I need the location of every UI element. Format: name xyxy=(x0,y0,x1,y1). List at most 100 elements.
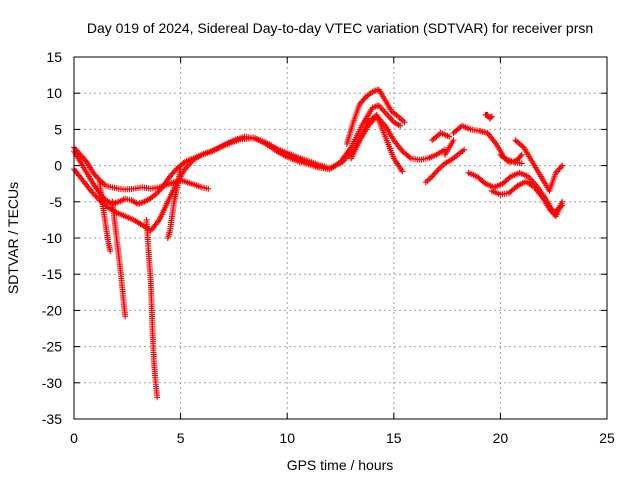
data-point xyxy=(154,394,161,401)
data-point xyxy=(386,114,393,121)
series-drop-1 xyxy=(96,177,114,255)
data-point xyxy=(518,160,525,167)
data-point xyxy=(433,169,440,176)
data-point xyxy=(552,169,559,176)
data-point xyxy=(388,116,395,123)
data-point xyxy=(450,137,457,144)
data-point xyxy=(461,146,468,153)
y-tick-label: -15 xyxy=(42,266,62,282)
data-point xyxy=(385,113,392,120)
data-point xyxy=(429,173,436,180)
data-point xyxy=(559,162,566,169)
data-point xyxy=(510,158,517,165)
series-trace-f xyxy=(422,146,468,186)
series-drop-2 xyxy=(109,198,129,320)
data-point xyxy=(406,154,413,161)
x-axis-label: GPS time / hours xyxy=(287,457,394,473)
y-tick-label: -35 xyxy=(42,411,62,427)
y-tick-label: 0 xyxy=(54,158,62,174)
x-tick-label: 25 xyxy=(599,430,615,446)
data-point xyxy=(156,187,163,194)
series-trace-m xyxy=(441,137,457,158)
chart-title: Day 019 of 2024, Sidereal Day-to-day VTE… xyxy=(87,20,593,36)
data-point xyxy=(82,157,89,164)
y-tick-label: 15 xyxy=(46,49,62,65)
y-tick-label: -25 xyxy=(42,339,62,355)
data-point xyxy=(154,190,161,197)
data-point xyxy=(554,168,561,175)
data-point xyxy=(399,168,406,175)
x-tick-label: 0 xyxy=(70,430,78,446)
series-trace-e xyxy=(348,111,406,175)
series-drop-3 xyxy=(143,216,161,401)
data-point xyxy=(481,179,488,186)
data-point xyxy=(91,171,98,178)
series-trace-k xyxy=(497,151,525,165)
series-trace-j xyxy=(512,137,566,194)
data-point xyxy=(430,172,437,179)
data-point xyxy=(356,101,363,108)
data-point xyxy=(168,172,175,179)
data-point xyxy=(517,153,524,160)
data-point xyxy=(360,96,367,103)
data-point xyxy=(446,133,453,140)
y-axis-label: SDTVAR / TECUs xyxy=(5,182,21,294)
data-point xyxy=(92,172,99,179)
series-trace-a xyxy=(71,144,212,193)
data-point xyxy=(557,164,564,171)
data-point xyxy=(357,99,364,106)
data-point xyxy=(550,210,557,217)
data-point xyxy=(397,122,404,129)
data-point xyxy=(166,173,173,180)
y-tick-label: -30 xyxy=(42,375,62,391)
data-marks xyxy=(71,86,566,401)
series-drop-4 xyxy=(164,166,184,241)
data-point xyxy=(519,143,526,150)
data-point xyxy=(172,167,179,174)
data-point xyxy=(518,151,525,158)
data-point xyxy=(384,111,391,118)
series-trace-c xyxy=(71,113,448,234)
data-point xyxy=(94,174,101,181)
series-trace-n xyxy=(482,111,495,122)
data-point xyxy=(79,154,86,161)
axis-ticks xyxy=(73,56,608,420)
data-point xyxy=(95,175,102,182)
x-tick-label: 5 xyxy=(177,430,185,446)
data-point xyxy=(122,313,129,320)
y-tick-label: 5 xyxy=(54,121,62,137)
data-point xyxy=(90,169,97,176)
data-point xyxy=(506,174,513,181)
data-point xyxy=(548,208,555,215)
data-point xyxy=(177,166,184,173)
data-point xyxy=(155,188,162,195)
data-point xyxy=(170,169,177,176)
data-point xyxy=(81,156,88,163)
series-trace-l xyxy=(429,130,453,144)
data-point xyxy=(546,206,553,213)
data-point xyxy=(513,184,520,191)
series-trace-d xyxy=(343,86,408,147)
data-point xyxy=(431,170,438,177)
y-tick-label: -20 xyxy=(42,302,62,318)
y-tick-labels: 15 10 5 0 -5 -10 -15 -20 -25 -30 -35 xyxy=(42,49,62,427)
x-tick-label: 10 xyxy=(279,430,295,446)
data-point xyxy=(504,157,511,164)
data-point xyxy=(487,114,494,121)
data-point xyxy=(180,160,187,167)
data-point xyxy=(488,113,495,120)
data-point xyxy=(559,198,566,205)
x-tick-label: 20 xyxy=(493,430,509,446)
data-point xyxy=(401,119,408,126)
data-point xyxy=(556,165,563,172)
data-point xyxy=(555,166,562,173)
data-point xyxy=(159,184,166,191)
data-point xyxy=(205,185,212,192)
x-tick-label: 15 xyxy=(386,430,402,446)
data-point xyxy=(511,158,518,165)
data-point xyxy=(361,95,368,102)
data-point xyxy=(157,185,164,192)
data-point xyxy=(359,98,366,105)
data-point xyxy=(434,167,441,174)
